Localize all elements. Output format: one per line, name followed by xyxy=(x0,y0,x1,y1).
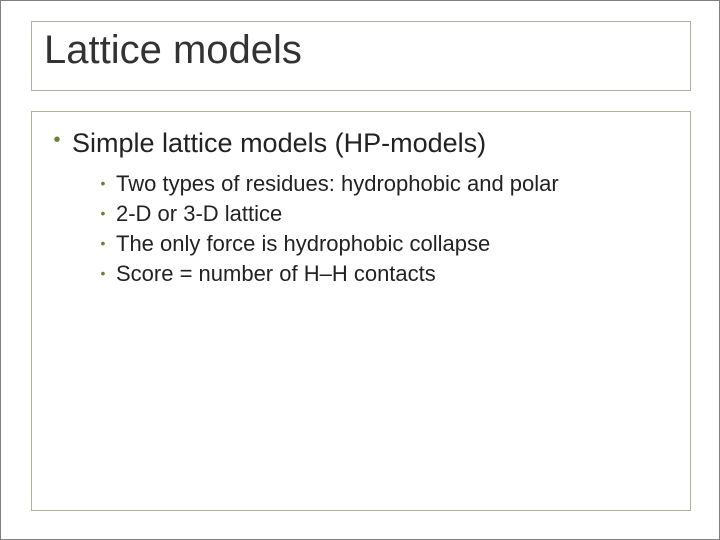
bullet-icon: • xyxy=(90,200,116,226)
body-placeholder: • Simple lattice models (HP-models) • Tw… xyxy=(31,111,691,511)
bullet-text: Simple lattice models (HP-models) xyxy=(72,126,486,160)
title-placeholder: Lattice models xyxy=(31,21,691,91)
bullet-icon: • xyxy=(90,260,116,286)
bullet-level1: • Simple lattice models (HP-models) • Tw… xyxy=(42,126,680,288)
bullet-text: 2-D or 3-D lattice xyxy=(116,200,282,228)
bullet-icon: • xyxy=(90,230,116,256)
bullet-level2: • Two types of residues: hydrophobic and… xyxy=(90,170,680,198)
bullet-level2: • 2-D or 3-D lattice xyxy=(90,200,680,228)
bullet-row: • Simple lattice models (HP-models) xyxy=(42,126,680,160)
bullet-level2-list: • Two types of residues: hydrophobic and… xyxy=(90,170,680,288)
bullet-icon: • xyxy=(90,170,116,196)
bullet-level2: • Score = number of H–H contacts xyxy=(90,260,680,288)
slide-title: Lattice models xyxy=(44,28,678,72)
bullet-icon: • xyxy=(42,126,72,154)
slide: Lattice models • Simple lattice models (… xyxy=(0,0,720,540)
bullet-text: Score = number of H–H contacts xyxy=(116,260,436,288)
bullet-text: Two types of residues: hydrophobic and p… xyxy=(116,170,559,198)
bullet-text: The only force is hydrophobic collapse xyxy=(116,230,490,258)
bullet-level2: • The only force is hydrophobic collapse xyxy=(90,230,680,258)
